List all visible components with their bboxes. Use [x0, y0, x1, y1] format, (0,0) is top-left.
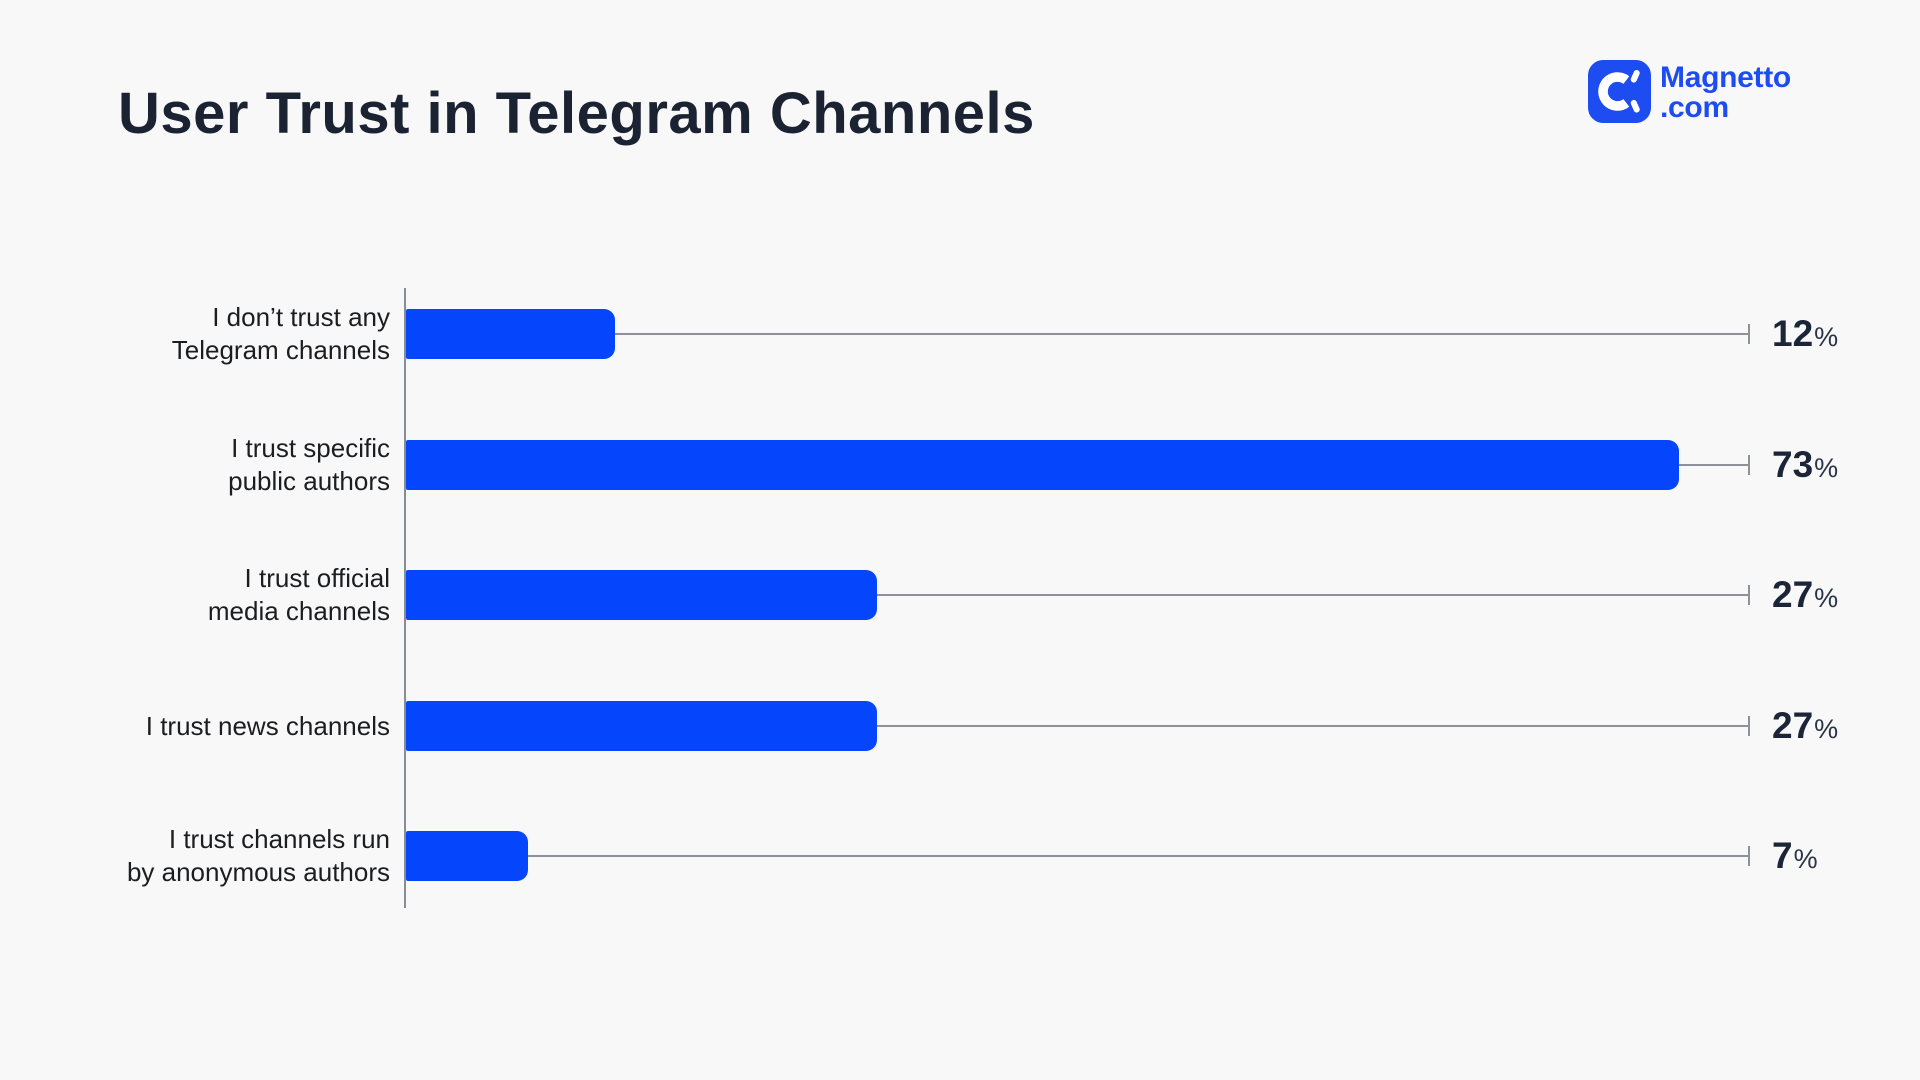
value-unit: %: [1814, 322, 1839, 352]
value-number: 12: [1772, 313, 1814, 354]
value-label: 73%: [1772, 440, 1838, 490]
bar: [406, 440, 1679, 490]
category-label: I trust official media channels: [207, 563, 390, 626]
value-unit: %: [1814, 583, 1839, 613]
bar: [406, 701, 877, 751]
category-label: I trust specific public authors: [228, 433, 390, 496]
value-unit: %: [1814, 714, 1839, 744]
connector-line: [1679, 464, 1748, 466]
value-unit: %: [1814, 453, 1839, 483]
connector-line: [877, 725, 1748, 727]
value-number: 27: [1772, 705, 1814, 746]
chart-row: I trust official media channels 27%: [0, 563, 1920, 626]
value-label: 7%: [1772, 831, 1818, 881]
magnet-icon: [1588, 60, 1651, 123]
value-unit: %: [1793, 844, 1818, 874]
value-number: 73: [1772, 444, 1814, 485]
end-tick: [1748, 324, 1750, 344]
value-label: 27%: [1772, 701, 1838, 751]
connector-line: [877, 594, 1748, 596]
value-number: 27: [1772, 574, 1814, 615]
connector-line: [615, 333, 1748, 335]
value-label: 27%: [1772, 570, 1838, 620]
y-axis-line: [404, 288, 406, 908]
logo-text: Magnetto .com: [1660, 63, 1791, 123]
end-tick: [1748, 716, 1750, 736]
value-number: 7: [1772, 835, 1793, 876]
page-title: User Trust in Telegram Channels: [118, 81, 1035, 146]
connector-line: [528, 855, 1748, 857]
chart-row: I trust specific public authors 73%: [0, 433, 1920, 496]
end-tick: [1748, 585, 1750, 605]
category-label: I trust news channels: [145, 710, 390, 741]
end-tick: [1748, 455, 1750, 475]
bar: [406, 309, 615, 359]
chart-row: I trust channels run by anonymous author…: [0, 824, 1920, 887]
chart-row: I don’t trust any Telegram channels 12%: [0, 302, 1920, 365]
chart-row: I trust news channels 27%: [0, 701, 1920, 751]
category-label: I don’t trust any Telegram channels: [171, 302, 390, 365]
logo-brand: Magnetto: [1660, 61, 1791, 94]
category-label: I trust channels run by anonymous author…: [126, 824, 390, 887]
bar: [406, 570, 877, 620]
end-tick: [1748, 846, 1750, 866]
logo-domain: .com: [1660, 91, 1729, 124]
value-label: 12%: [1772, 309, 1838, 359]
logo: Magnetto .com: [1588, 60, 1791, 123]
bar: [406, 831, 528, 881]
